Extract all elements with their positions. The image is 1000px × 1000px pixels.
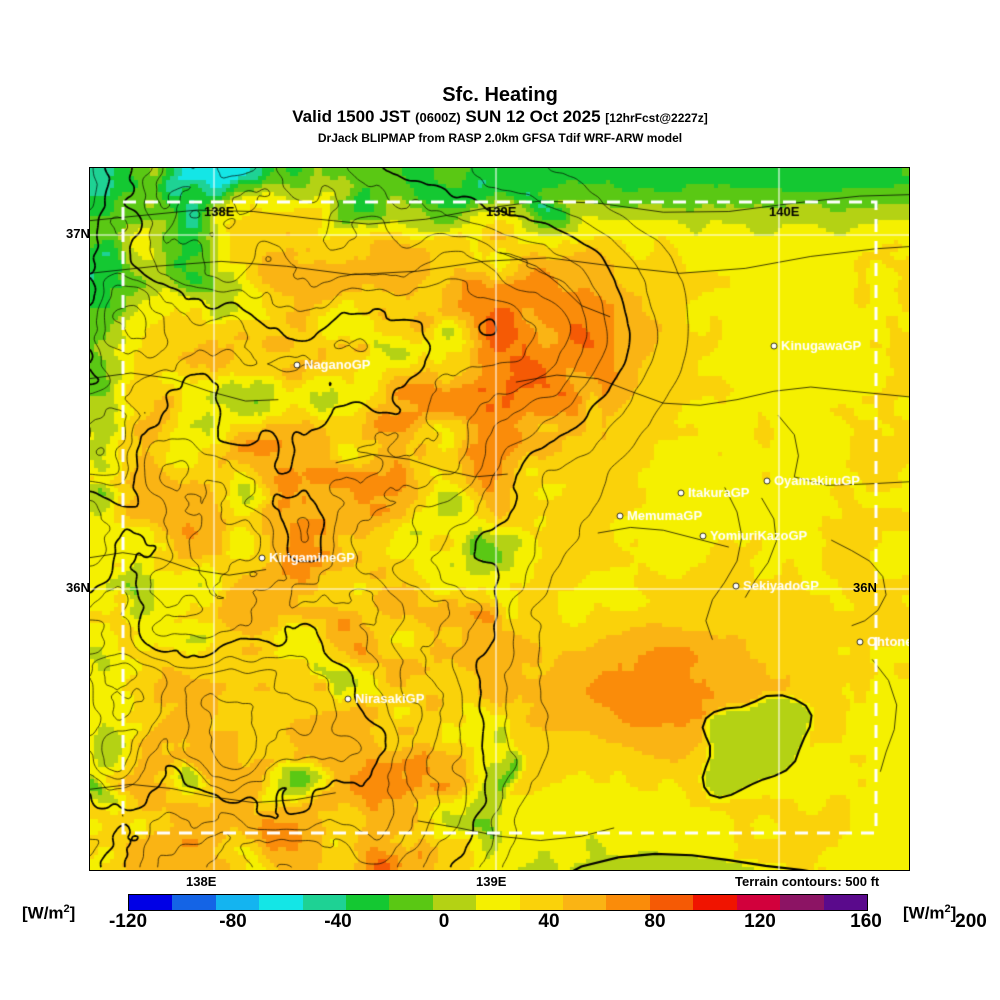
lat-label-36n-right: 36N (853, 580, 877, 595)
valid-utc: (0600Z) (415, 110, 461, 125)
colorbar-swatch-8 (476, 895, 520, 910)
colorbar-swatch-0 (129, 895, 173, 910)
colorbar-tick-80: 80 (644, 911, 666, 932)
colorbar-tick-0: 0 (438, 911, 450, 932)
colorbar-swatch-2 (215, 895, 260, 910)
lat-label-37n-left: 37N (66, 226, 90, 241)
model-description: DrJack BLIPMAP from RASP 2.0km GFSA Tdif… (317, 131, 683, 145)
title-block: Sfc. Heating Valid 1500 JST (0600Z) SUN … (0, 84, 1000, 146)
map-frame[interactable] (89, 167, 910, 871)
colorbar-swatch-4 (302, 895, 347, 910)
colorbar-swatch-6 (389, 895, 433, 910)
colorbar-tick--80: -80 (219, 911, 247, 932)
colorbar-tick-160: 160 (850, 911, 882, 932)
colorbar-swatch-7 (432, 895, 477, 910)
colorbar-swatch-14 (736, 895, 781, 910)
colorbar-tick-200: 200 (955, 911, 987, 932)
lon-label-139e-bottom: 139E (476, 874, 507, 889)
page-title: Sfc. Heating (442, 84, 558, 106)
map-overlay-annotations (90, 168, 909, 870)
colorbar-swatch-11 (606, 895, 650, 910)
colorbar-swatch-3 (259, 895, 303, 910)
lon-label-138e-bottom: 138E (186, 874, 217, 889)
colorbar-swatch-1 (172, 895, 216, 910)
colorbar[interactable] (128, 894, 868, 911)
forecast-tag: [12hrFcst@2227z] (605, 111, 708, 125)
colorbar-swatch-5 (346, 895, 390, 910)
valid-prefix: Valid 1500 JST (292, 107, 411, 126)
colorbar-swatch-10 (563, 895, 607, 910)
colorbar-tick-40: 40 (538, 911, 560, 932)
colorbar-swatch-13 (693, 895, 737, 910)
terrain-contour-note: Terrain contours: 500 ft (735, 874, 880, 889)
valid-date: SUN 12 Oct 2025 (465, 107, 601, 126)
colorbar-swatch-15 (780, 895, 824, 910)
lat-label-36n-left: 36N (66, 580, 90, 595)
colorbar-swatch-12 (649, 895, 694, 910)
colorbar-swatch-16 (823, 895, 867, 910)
colorbar-swatch-9 (519, 895, 564, 910)
colorbar-tick--120: -120 (108, 911, 148, 932)
colorbar-tick--40: -40 (324, 911, 352, 932)
colorbar-unit-right: [W/m2] (903, 903, 957, 923)
valid-time-line: Valid 1500 JST (0600Z) SUN 12 Oct 2025 [… (0, 106, 1000, 129)
colorbar-tick-120: 120 (744, 911, 776, 932)
colorbar-unit-left: [W/m2] (22, 903, 76, 923)
